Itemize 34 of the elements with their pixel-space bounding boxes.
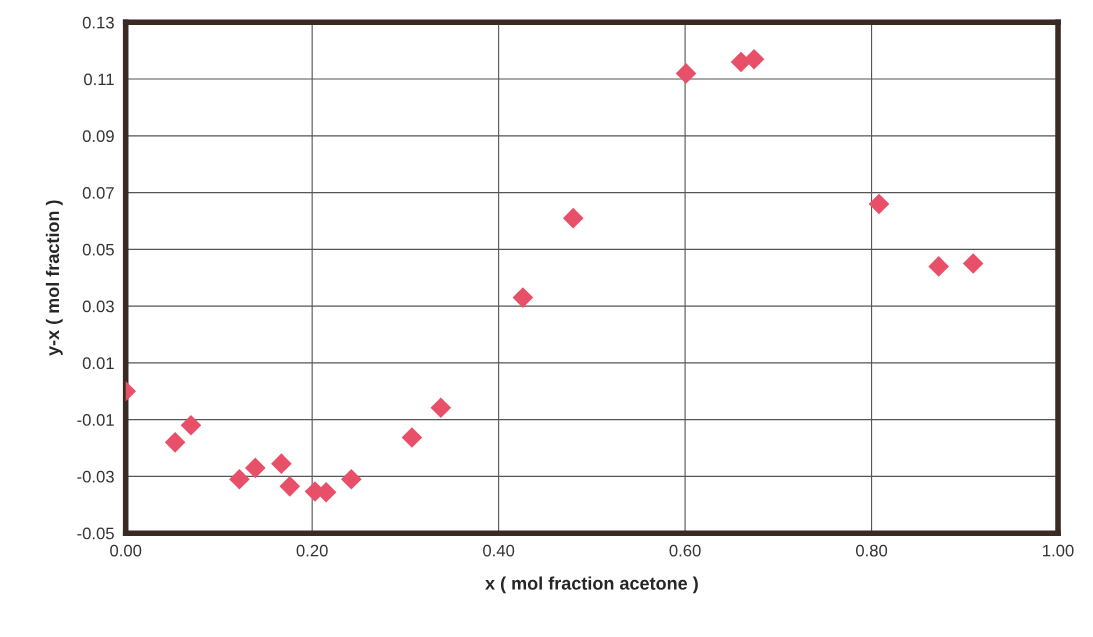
y-tick-label: 0.09 <box>82 130 114 143</box>
y-tick-label: 0.11 <box>84 73 114 86</box>
y-tick-label: -0.03 <box>77 470 114 483</box>
x-tick-label: 0.60 <box>669 544 701 557</box>
point <box>164 432 186 453</box>
point <box>743 48 765 70</box>
x-tick-label: 0.20 <box>296 544 328 557</box>
y-axis-title: y-x ( mol fraction ) <box>45 200 63 356</box>
point <box>868 193 890 215</box>
point <box>229 468 250 490</box>
x-axis-title: x ( mol fraction acetone ) <box>485 576 698 594</box>
x-tick-label: 0.40 <box>483 544 515 557</box>
y-tick-label: 0.13 <box>82 16 114 29</box>
point <box>512 287 534 308</box>
point <box>401 427 423 448</box>
point <box>244 457 266 479</box>
point <box>430 397 452 419</box>
x-tick-label: 0.00 <box>110 544 142 557</box>
y-tick-label: -0.05 <box>77 527 114 540</box>
y-tick-label: -0.01 <box>77 414 114 426</box>
y-tick-label: 0.01 <box>82 357 114 370</box>
y-tick-label: 0.07 <box>82 186 114 199</box>
y-tick-label: 0.03 <box>82 300 114 313</box>
x-tick-label: 0.80 <box>855 544 888 557</box>
point <box>675 63 697 84</box>
x-tick-label: 1.00 <box>1043 544 1074 557</box>
point <box>962 253 984 274</box>
point <box>180 415 202 436</box>
point <box>271 453 292 474</box>
y-tick-label: 0.05 <box>82 243 114 256</box>
point <box>279 476 301 497</box>
point <box>562 207 584 229</box>
point <box>928 256 949 277</box>
point <box>341 468 362 490</box>
